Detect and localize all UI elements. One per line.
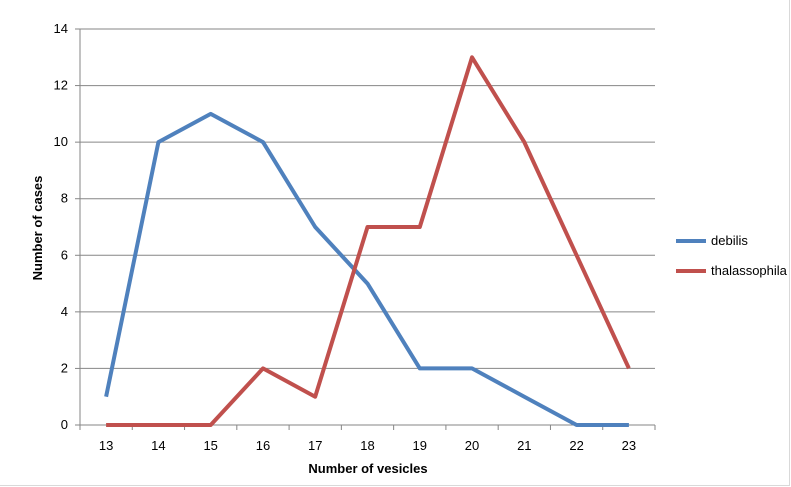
legend-item-thalassophila: thalassophila xyxy=(676,263,788,278)
series-lines xyxy=(104,55,631,427)
legend-label-debilis: debilis xyxy=(711,233,748,248)
legend-label-thalassophila: thalassophila xyxy=(711,263,788,278)
y-tick-label: 12 xyxy=(54,78,68,93)
y-tick-label: 6 xyxy=(61,247,68,262)
y-tick-label: 8 xyxy=(61,191,68,206)
x-tick-label: 16 xyxy=(256,438,270,453)
y-tick-label: 4 xyxy=(61,304,68,319)
x-tick-label: 23 xyxy=(622,438,636,453)
legend-item-debilis: debilis xyxy=(676,233,748,248)
legend: debilis thalassophila xyxy=(676,233,788,278)
x-tick-label: 14 xyxy=(151,438,165,453)
x-tick-label: 17 xyxy=(308,438,322,453)
series-line-debilis xyxy=(104,111,629,427)
y-tick-label: 0 xyxy=(61,417,68,432)
y-tick-label: 14 xyxy=(54,21,68,36)
gridlines xyxy=(80,28,655,369)
y-tick-label: 10 xyxy=(54,134,68,149)
y-tick-label: 2 xyxy=(61,360,68,375)
x-tick-label: 13 xyxy=(99,438,113,453)
y-tick-labels: 0 2 4 6 8 10 12 14 xyxy=(54,21,68,432)
x-tick-labels: 13 14 15 16 17 18 19 20 21 22 23 xyxy=(99,438,636,453)
x-tick-label: 19 xyxy=(413,438,427,453)
x-tick-label: 22 xyxy=(569,438,583,453)
x-tick-label: 20 xyxy=(465,438,479,453)
x-tick-label: 21 xyxy=(517,438,531,453)
x-tick-label: 18 xyxy=(360,438,374,453)
x-axis-title: Number of vesicles xyxy=(308,461,427,476)
y-axis-title: Number of cases xyxy=(30,176,45,281)
x-tick-label: 15 xyxy=(203,438,217,453)
series-line-thalassophila xyxy=(106,55,631,427)
